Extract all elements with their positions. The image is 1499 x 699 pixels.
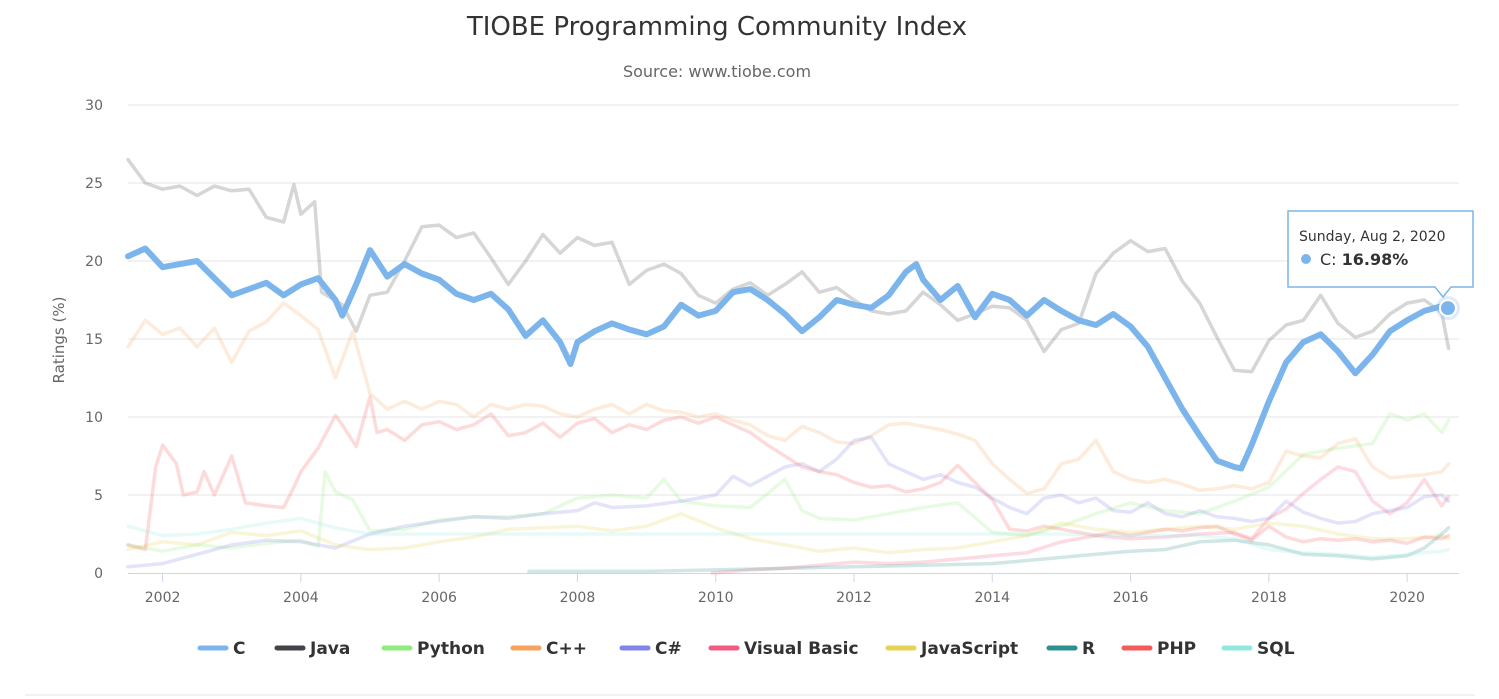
series-line-java[interactable] bbox=[126, 157, 1451, 374]
grid-lines bbox=[128, 104, 1459, 496]
legend-label: Python bbox=[417, 639, 485, 659]
legend-item-c-lang[interactable]: C# bbox=[619, 639, 682, 659]
x-tick-2018: 2018 bbox=[1251, 590, 1287, 606]
legend-label: R bbox=[1082, 639, 1095, 659]
legend-label: Visual Basic bbox=[744, 639, 859, 659]
x-tick-2008: 2008 bbox=[560, 590, 596, 606]
y-tick-15: 15 bbox=[85, 332, 103, 348]
chart-subtitle: Source: www.tiobe.com bbox=[623, 62, 811, 81]
series-line-c-lang[interactable] bbox=[126, 301, 1451, 496]
x-tick-2012: 2012 bbox=[836, 590, 872, 606]
legend-label: SQL bbox=[1257, 639, 1295, 659]
chart-title: TIOBE Programming Community Index bbox=[466, 12, 967, 42]
series-line-sql[interactable] bbox=[126, 516, 1451, 560]
legend-item-php[interactable]: PHP bbox=[1121, 639, 1196, 659]
x-tick-2010: 2010 bbox=[698, 590, 734, 606]
y-tick-30: 30 bbox=[85, 98, 103, 114]
tooltip-colon: : bbox=[1331, 250, 1341, 269]
series-line-php[interactable] bbox=[126, 394, 1451, 552]
x-axis-ticks: 2002 2004 2006 2008 2010 2012 2014 2016 2018 2020 bbox=[145, 573, 1425, 606]
x-tick-2002: 2002 bbox=[145, 590, 181, 606]
legend-item-c-lang[interactable]: C bbox=[197, 639, 245, 659]
x-tick-2006: 2006 bbox=[421, 590, 457, 606]
tooltip-series-dot bbox=[1301, 254, 1311, 264]
series-line-python[interactable] bbox=[126, 412, 1451, 553]
y-axis-ticks: 0 5 10 15 20 25 30 bbox=[85, 98, 103, 582]
y-tick-10: 10 bbox=[85, 410, 103, 426]
hover-marker bbox=[1435, 296, 1460, 321]
legend-item-sql[interactable]: SQL bbox=[1221, 639, 1295, 659]
y-tick-5: 5 bbox=[94, 488, 103, 504]
series-line-c-lang[interactable] bbox=[126, 435, 1451, 569]
series-line-r[interactable] bbox=[527, 526, 1451, 574]
svg-text:C: 16.98%: C: 16.98% bbox=[1320, 250, 1408, 269]
y-tick-0: 0 bbox=[94, 566, 103, 582]
legend-label: C# bbox=[655, 639, 682, 659]
legend-item-visual-basic[interactable]: Visual Basic bbox=[708, 639, 859, 659]
x-tick-2016: 2016 bbox=[1113, 590, 1149, 606]
x-tick-2004: 2004 bbox=[283, 590, 319, 606]
tooltip-date: Sunday, Aug 2, 2020 bbox=[1299, 229, 1446, 245]
y-axis-title: Ratings (%) bbox=[50, 297, 68, 384]
tooltip-box bbox=[1287, 210, 1474, 299]
legend-item-c-lang[interactable]: C++ bbox=[510, 639, 587, 659]
series-line-javascript[interactable] bbox=[126, 511, 1451, 555]
series-line-c-lang[interactable] bbox=[125, 245, 1451, 472]
series-lines bbox=[125, 157, 1451, 575]
y-tick-20: 20 bbox=[85, 254, 103, 270]
x-tick-2014: 2014 bbox=[974, 590, 1010, 606]
legend: C Java Python C++ C# Visual Basic JavaScript R P… bbox=[197, 639, 1295, 659]
hover-point bbox=[1438, 299, 1457, 318]
legend-label: PHP bbox=[1157, 639, 1196, 659]
y-tick-25: 25 bbox=[85, 176, 103, 192]
legend-label: C++ bbox=[546, 639, 587, 659]
legend-label: C bbox=[233, 639, 245, 659]
legend-item-java[interactable]: Java bbox=[274, 639, 350, 659]
tooltip: Sunday, Aug 2, 2020 C: 16.98% bbox=[1287, 210, 1474, 299]
series-line-visual-basic[interactable] bbox=[710, 465, 1451, 575]
legend-label: Java bbox=[309, 639, 350, 659]
x-tick-2020: 2020 bbox=[1389, 590, 1425, 606]
tooltip-series-name: C bbox=[1320, 250, 1331, 269]
legend-label: JavaScript bbox=[920, 639, 1018, 659]
legend-item-javascript[interactable]: JavaScript bbox=[885, 639, 1018, 659]
legend-item-python[interactable]: Python bbox=[381, 639, 485, 659]
legend-item-r[interactable]: R bbox=[1046, 639, 1095, 659]
tooltip-value: 16.98% bbox=[1342, 250, 1409, 269]
